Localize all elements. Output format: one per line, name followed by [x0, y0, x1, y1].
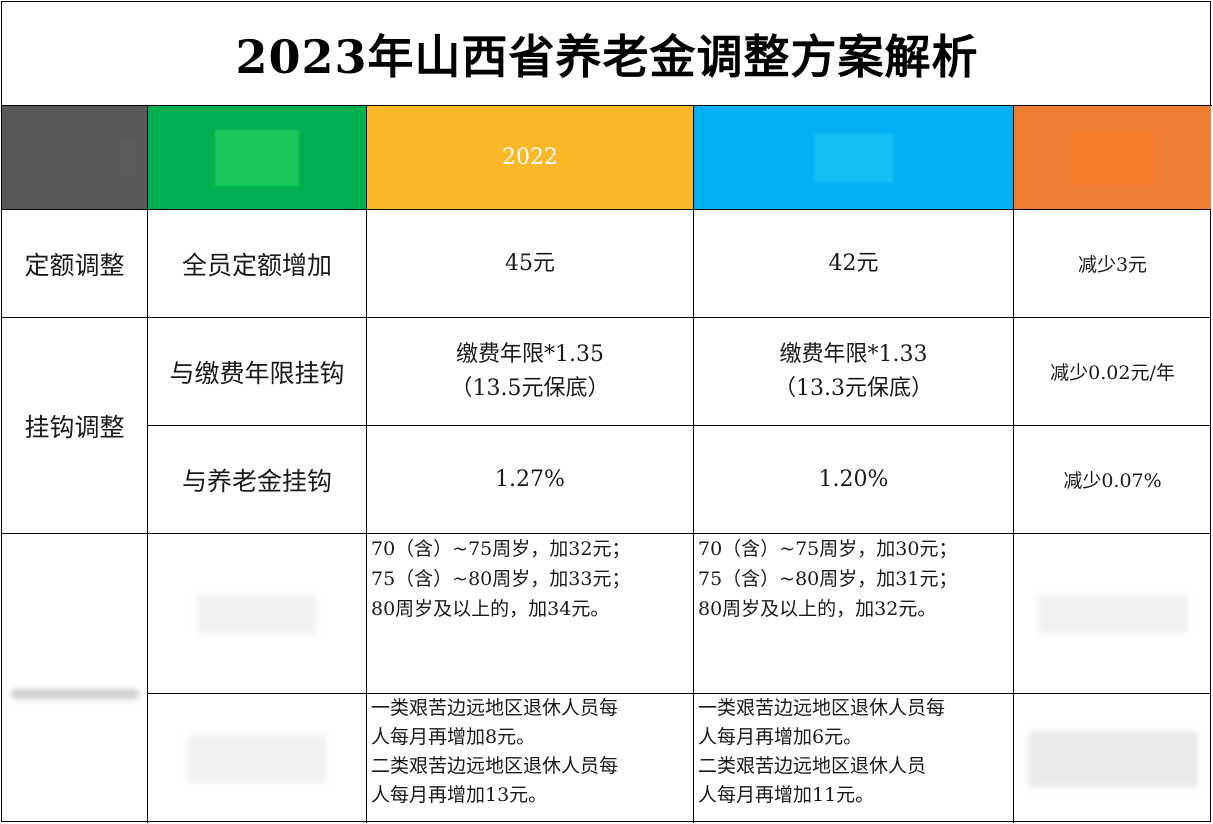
- value-2023-remote: 一类艰苦边远地区退休人员每 人每月再增加6元。 二类艰苦边远地区退休人员 人每月…: [694, 694, 1014, 823]
- diff-pension: 减少0.07%: [1014, 426, 1211, 534]
- header-diff: [1014, 106, 1211, 210]
- value-2023-fixed: 42元: [694, 210, 1014, 318]
- redacted-header-text: [215, 129, 299, 186]
- value-2022-age: 70（含）~75周岁，加32元； 75（含）~80周岁，加33元； 80周岁及以…: [367, 534, 694, 694]
- value-line: 缴费年限*1.35: [456, 341, 604, 367]
- value-line: 人每月再增加8元。: [371, 726, 536, 748]
- header-category: [2, 106, 148, 210]
- value-line: 二类艰苦边远地区退休人员每: [371, 755, 619, 777]
- value-line: 人每月再增加6元。: [698, 726, 863, 748]
- header-2022: 2022: [367, 106, 694, 210]
- value-line: 一类艰苦边远地区退休人员每: [371, 697, 619, 719]
- item-pension: 与养老金挂钩: [148, 426, 367, 534]
- value-2022-remote: 一类艰苦边远地区退休人员每 人每月再增加8元。 二类艰苦边远地区退休人员每 人每…: [367, 694, 694, 823]
- value-2022-years: 缴费年限*1.35 （13.5元保底）: [367, 318, 694, 426]
- value-line: 75（含）~80周岁，加33元；: [371, 568, 631, 590]
- value-line: 人每月再增加13元。: [371, 784, 548, 806]
- category-linked: 挂钩调整: [2, 318, 148, 534]
- value-line: 人每月再增加11元。: [698, 784, 875, 806]
- value-line: 75（含）~80周岁，加31元；: [698, 568, 958, 590]
- value-line: 二类艰苦边远地区退休人员: [698, 755, 927, 777]
- value-2022-fixed: 45元: [367, 210, 694, 318]
- value-line: （13.3元保底）: [774, 375, 933, 401]
- redacted-header-text: [813, 133, 894, 182]
- value-2023-age: 70（含）~75周岁，加30元； 75（含）~80周岁，加31元； 80周岁及以…: [694, 534, 1014, 694]
- item-remote: [148, 694, 367, 823]
- diff-fixed: 减少3元: [1014, 210, 1211, 318]
- value-line: 一类艰苦边远地区退休人员每: [698, 697, 946, 719]
- value-line: 70（含）~75周岁，加30元；: [698, 538, 958, 560]
- redacted-diff-text: [1027, 730, 1198, 787]
- diff-remote: [1014, 694, 1211, 823]
- value-2022-pension: 1.27%: [367, 426, 694, 534]
- value-2023-pension: 1.20%: [694, 426, 1014, 534]
- redacted-header-text: [1070, 129, 1155, 186]
- value-line: 80周岁及以上的，加34元。: [371, 598, 610, 620]
- value-2023-years: 缴费年限*1.33 （13.3元保底）: [694, 318, 1014, 426]
- header-2023: [694, 106, 1014, 210]
- item-years: 与缴费年限挂钩: [148, 318, 367, 426]
- value-line: 70（含）~75周岁，加32元；: [371, 538, 631, 560]
- item-age: [148, 534, 367, 694]
- item-fixed: 全员定额增加: [148, 210, 367, 318]
- diff-years: 减少0.02元/年: [1014, 318, 1211, 426]
- category-fixed: 定额调整: [2, 210, 148, 318]
- value-line: 80周岁及以上的，加32元。: [698, 598, 937, 620]
- redacted-category-text: [10, 688, 139, 699]
- redacted-header-text: [121, 139, 135, 176]
- header-item: [148, 106, 367, 210]
- redacted-item-text: [187, 734, 327, 783]
- diff-age: [1014, 534, 1211, 694]
- category-tilt: [2, 534, 148, 823]
- redacted-item-text: [197, 593, 317, 634]
- page-title: 2023年山西省养老金调整方案解析: [2, 2, 1212, 106]
- value-line: （13.5元保底）: [450, 375, 610, 401]
- redacted-diff-text: [1037, 593, 1188, 634]
- value-line: 缴费年限*1.33: [779, 341, 928, 367]
